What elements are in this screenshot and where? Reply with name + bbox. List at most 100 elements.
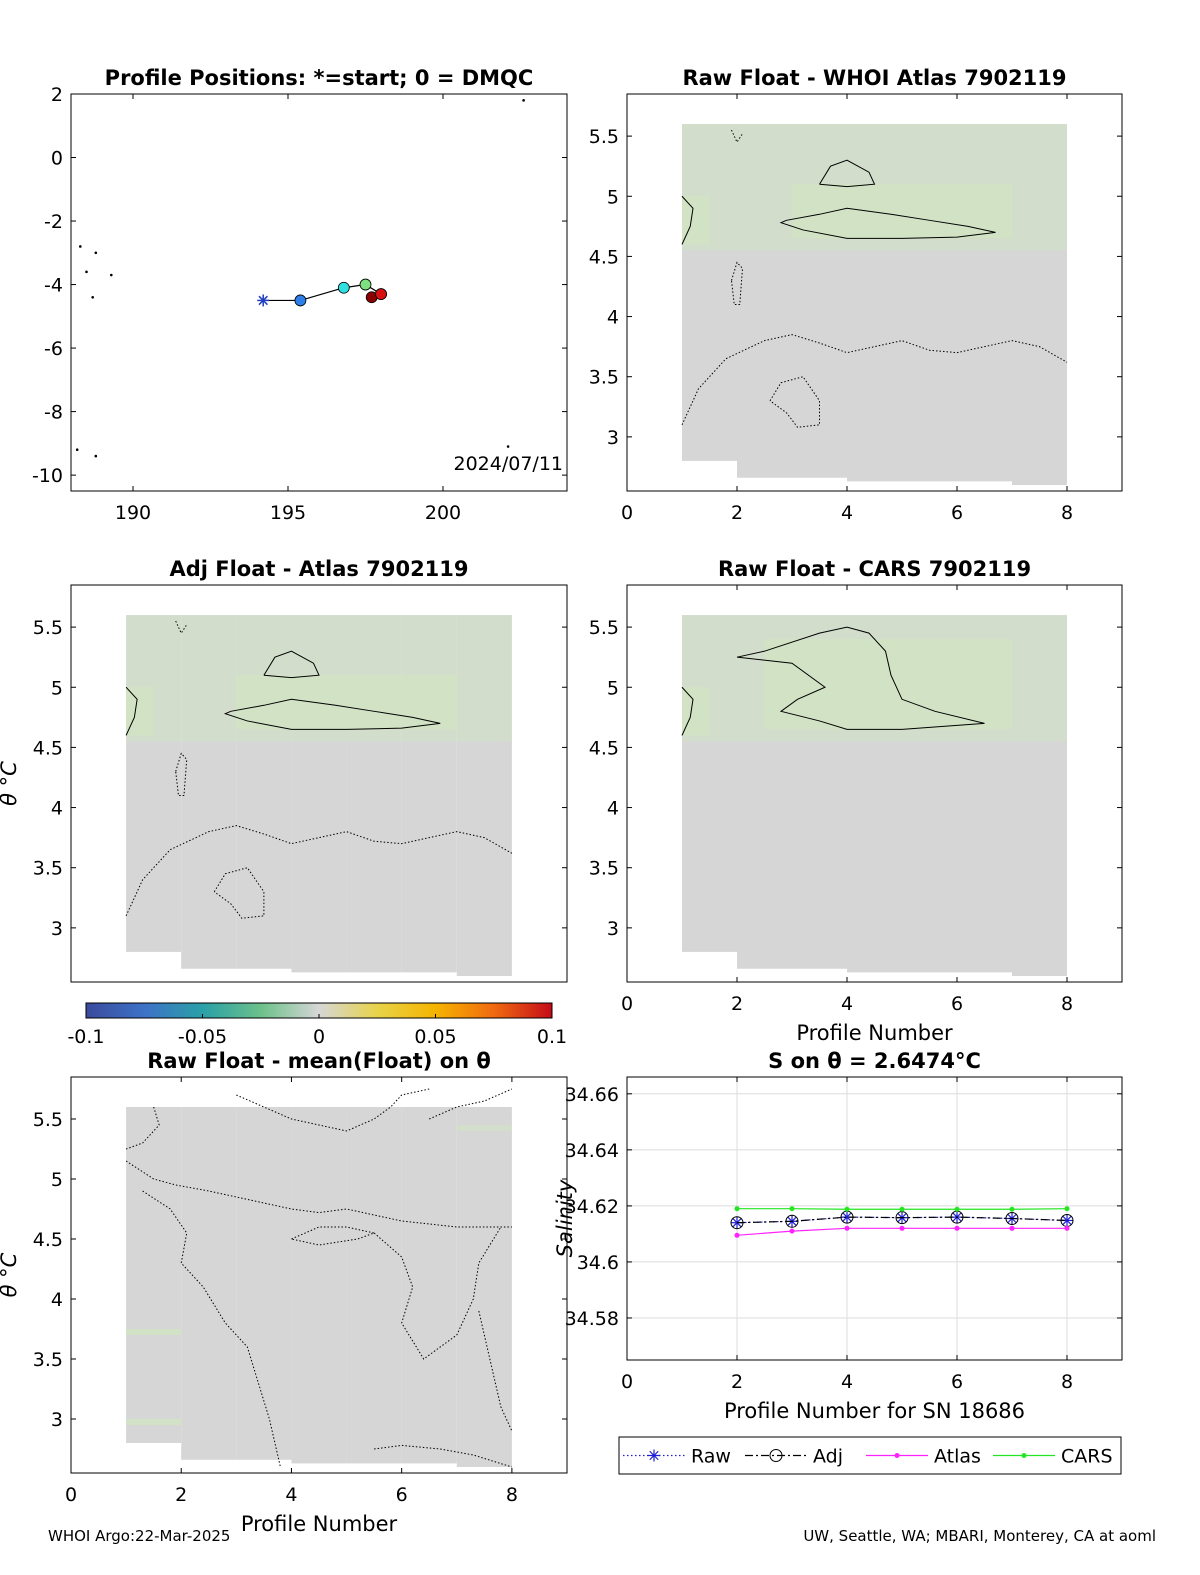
y-tick-label: 5 bbox=[607, 186, 619, 208]
series-atlas bbox=[734, 1225, 1070, 1238]
contour-dotted bbox=[213, 867, 265, 919]
x-tick-label: 2 bbox=[731, 502, 743, 524]
island-mark bbox=[75, 448, 79, 452]
raw-marker bbox=[842, 1212, 852, 1222]
series-dot bbox=[1064, 1225, 1070, 1231]
field-band bbox=[236, 675, 457, 730]
legend-label-adj: Adj bbox=[813, 1446, 843, 1468]
field-column bbox=[401, 1107, 457, 1464]
x-tick-label: 4 bbox=[841, 1371, 853, 1393]
y-axis-label: Salinity bbox=[553, 1179, 577, 1257]
contour-dotted bbox=[429, 1088, 513, 1120]
series-dot bbox=[1009, 1206, 1015, 1212]
y-tick-label: 4.5 bbox=[589, 737, 619, 759]
x-tick-label: 8 bbox=[1061, 502, 1073, 524]
contour-dotted bbox=[125, 825, 513, 917]
island-mark bbox=[522, 99, 525, 102]
series-dot bbox=[1009, 1225, 1015, 1231]
adj-marker bbox=[785, 1214, 799, 1228]
x-axis-label: Profile Number bbox=[796, 1021, 953, 1045]
field-column bbox=[456, 1107, 512, 1467]
contour-dotted bbox=[731, 129, 743, 144]
raw-atlas-panel: Raw Float - WHOI Atlas 7902119 0 2 4 6 8 3 3.5 4… bbox=[589, 66, 1123, 524]
series-dot bbox=[1064, 1206, 1070, 1212]
series-dot bbox=[1021, 1453, 1027, 1458]
y-tick-label: 34.6 bbox=[577, 1252, 619, 1274]
start-marker-stroke bbox=[258, 295, 268, 306]
y-tick-label: -2 bbox=[44, 211, 63, 233]
y-tick-label: 4.5 bbox=[589, 246, 619, 268]
axes-frame bbox=[626, 1076, 1123, 1361]
y-axis-label: θ °C bbox=[0, 1252, 21, 1297]
field-column bbox=[126, 1107, 182, 1443]
series-dot bbox=[899, 1206, 905, 1212]
contour-solid bbox=[223, 698, 441, 730]
y-tick-label: 5.5 bbox=[589, 126, 619, 148]
y-tick-label: -8 bbox=[44, 402, 63, 424]
island-mark bbox=[94, 454, 98, 458]
y-tick-label: 5.5 bbox=[33, 1109, 63, 1131]
y-tick-label: 4.5 bbox=[33, 737, 63, 759]
chart-title: Raw Float - mean(Float) on θ bbox=[147, 1049, 491, 1073]
field-column bbox=[291, 1107, 347, 1464]
start-marker bbox=[257, 294, 270, 307]
chart-title: Raw Float - CARS 7902119 bbox=[718, 557, 1031, 581]
x-tick-label: 4 bbox=[841, 993, 853, 1015]
y-tick-label: 3.5 bbox=[33, 1349, 63, 1371]
x-axis-label: Profile Number for SN 18686 bbox=[724, 1399, 1025, 1423]
series-dot bbox=[734, 1206, 740, 1212]
x-tick-label: 6 bbox=[396, 1484, 408, 1506]
island-mark bbox=[94, 251, 98, 255]
x-tick-label: 4 bbox=[841, 502, 853, 524]
contour-solid bbox=[779, 207, 996, 239]
field-band bbox=[682, 687, 710, 736]
legend: Raw Adj Atlas CARS bbox=[618, 1436, 1122, 1475]
colorbar-tick-label: -0.1 bbox=[67, 1026, 104, 1048]
x-tick-label: 6 bbox=[951, 993, 963, 1015]
positions-panel: 2024/07/11 Profile Positions: *=start; 0 … bbox=[32, 66, 568, 524]
y-tick-label: 3 bbox=[607, 427, 619, 449]
adj-atlas-panel: Adj Float - Atlas 7902119 3 3.5 4 4.5 5 5.5 θ °… bbox=[0, 557, 568, 983]
field-band bbox=[792, 184, 1012, 239]
x-tick-label: 0 bbox=[621, 502, 633, 524]
series-line bbox=[736, 1216, 1068, 1224]
island-mark bbox=[110, 273, 113, 277]
y-tick-label: 34.62 bbox=[565, 1196, 619, 1218]
colorbar-tick-label: 0.05 bbox=[414, 1026, 456, 1048]
island-mark bbox=[506, 445, 510, 448]
contour-dotted bbox=[681, 334, 1068, 426]
x-tick-label: 8 bbox=[506, 1484, 518, 1506]
contour-solid bbox=[263, 650, 320, 679]
field-band bbox=[456, 1125, 512, 1131]
series-dot bbox=[894, 1453, 900, 1458]
colorbar-tick-label: 0.1 bbox=[537, 1026, 567, 1048]
y-axis-label: θ °C bbox=[0, 761, 21, 806]
x-tick-label: 0 bbox=[65, 1484, 77, 1506]
field-band bbox=[126, 1419, 182, 1425]
x-tick-label: 195 bbox=[270, 502, 306, 524]
axes-frame bbox=[70, 584, 568, 983]
y-tick-label: -6 bbox=[44, 338, 63, 360]
y-tick-label: 34.58 bbox=[565, 1308, 619, 1330]
contour-dotted bbox=[142, 1190, 281, 1468]
contour-solid bbox=[125, 686, 138, 736]
x-tick-label: 2 bbox=[731, 1371, 743, 1393]
y-tick-label: -4 bbox=[44, 275, 63, 297]
contour-dotted bbox=[373, 1226, 502, 1360]
x-axis-label: Profile Number bbox=[241, 1512, 398, 1536]
raw-marker bbox=[649, 1450, 659, 1461]
y-tick-label: 3 bbox=[51, 918, 63, 940]
series-dot bbox=[844, 1206, 850, 1212]
axes-frame bbox=[70, 93, 568, 492]
y-tick-label: 5.5 bbox=[589, 617, 619, 639]
y-tick-label: 5.5 bbox=[33, 617, 63, 639]
chart-title: Profile Positions: *=start; 0 = DMQC bbox=[105, 66, 534, 90]
x-tick-label: 8 bbox=[1061, 1371, 1073, 1393]
adj-marker bbox=[1005, 1212, 1019, 1225]
colorbar-tick-label: -0.05 bbox=[178, 1026, 227, 1048]
contour-solid bbox=[736, 626, 985, 730]
y-tick-label: 5 bbox=[51, 1169, 63, 1191]
island-mark bbox=[91, 295, 94, 299]
x-tick-label: 6 bbox=[951, 1371, 963, 1393]
